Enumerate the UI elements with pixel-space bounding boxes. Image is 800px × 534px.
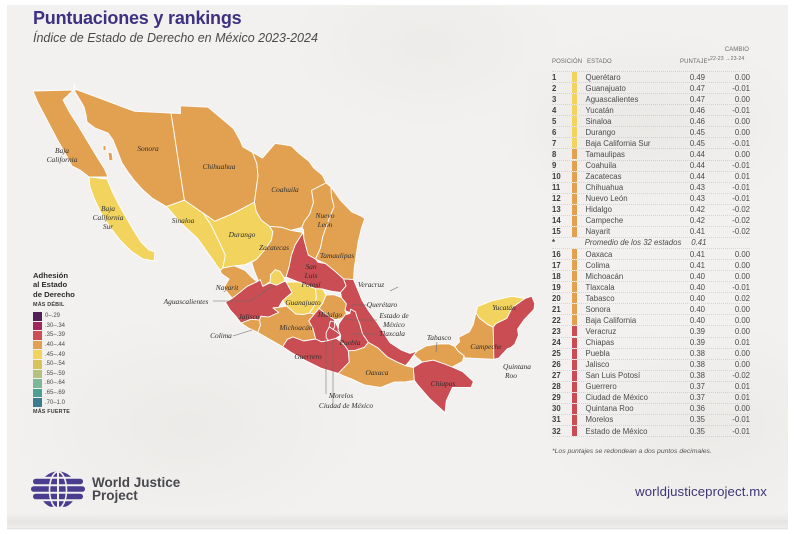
svg-text:Tlaxcala: Tlaxcala (379, 329, 405, 338)
svg-text:Estado de: Estado de (378, 311, 409, 320)
svg-text:Sinaloa: Sinaloa (172, 216, 195, 225)
svg-text:Aguascalientes: Aguascalientes (163, 297, 209, 306)
svg-text:Baja: Baja (101, 204, 115, 213)
svg-text:California: California (47, 155, 78, 164)
svg-text:San: San (305, 262, 316, 271)
svg-text:Baja: Baja (55, 146, 69, 155)
svg-text:Luis: Luis (304, 271, 318, 280)
svg-text:Morelos: Morelos (328, 391, 353, 400)
svg-text:Querétaro: Querétaro (367, 300, 398, 309)
svg-text:México: México (382, 320, 405, 329)
svg-text:Colima: Colima (210, 331, 232, 340)
svg-text:Guanajuato: Guanajuato (285, 298, 321, 307)
svg-text:Tabasco: Tabasco (427, 333, 452, 342)
svg-text:Sonora: Sonora (137, 144, 159, 153)
svg-text:Michoacán: Michoacán (278, 323, 313, 332)
svg-text:Zacatecas: Zacatecas (259, 243, 289, 252)
svg-text:Hidalgo: Hidalgo (317, 310, 343, 319)
svg-text:Ciudad de México: Ciudad de México (319, 401, 373, 410)
svg-text:Nayarit: Nayarit (215, 283, 240, 292)
svg-text:California: California (93, 213, 124, 222)
svg-text:Roo: Roo (504, 371, 517, 380)
svg-text:Veracruz: Veracruz (358, 280, 384, 289)
svg-text:Sur: Sur (103, 222, 113, 231)
svg-text:Puebla: Puebla (339, 338, 361, 347)
svg-text:Potosí: Potosí (301, 280, 322, 289)
svg-text:Chihuahua: Chihuahua (203, 162, 236, 171)
svg-text:Durango: Durango (228, 230, 256, 239)
svg-text:Tamaulipas: Tamaulipas (320, 251, 354, 260)
svg-text:Jalisco: Jalisco (239, 312, 260, 321)
svg-text:Chiapas: Chiapas (431, 379, 456, 388)
svg-text:León: León (317, 220, 333, 229)
svg-text:Oaxaca: Oaxaca (366, 368, 389, 377)
svg-text:Coahuila: Coahuila (271, 185, 299, 194)
svg-text:Nuevo: Nuevo (315, 211, 335, 220)
svg-text:Guerrero: Guerrero (294, 352, 322, 361)
svg-text:Yucatán: Yucatán (492, 303, 516, 312)
svg-text:Campeche: Campeche (470, 342, 502, 351)
svg-text:Quintana: Quintana (503, 362, 531, 371)
